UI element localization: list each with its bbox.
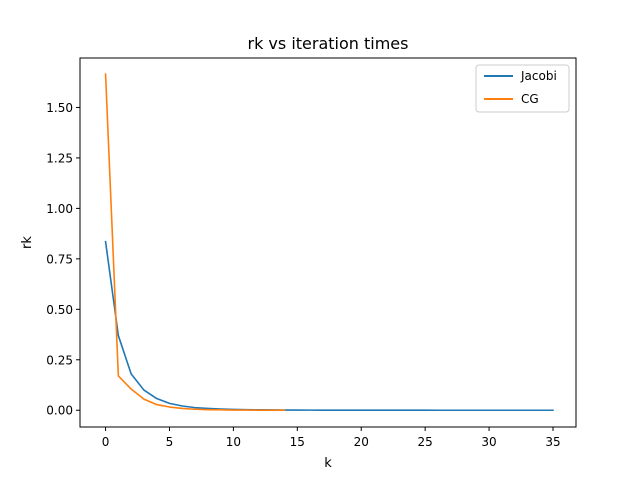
x-tick-label: 0 [102, 435, 110, 449]
x-tick-label: 25 [418, 435, 433, 449]
x-tick-label: 15 [290, 435, 305, 449]
y-tick-label: 0.00 [46, 404, 73, 418]
y-axis-ticks: 0.00 0.25 0.50 0.75 1.00 1.25 1.50 [46, 101, 80, 418]
series-layer [104, 73, 554, 412]
chart-title: rk vs iteration times [248, 34, 409, 53]
y-tick-label: 1.25 [46, 151, 73, 165]
x-axis-label: k [324, 456, 332, 471]
legend: Jacobi CG [475, 64, 570, 113]
series-line-cg [104, 73, 286, 412]
y-axis-label: rk [20, 236, 35, 249]
y-tick-label: 0.50 [46, 303, 73, 317]
legend-label-jacobi: Jacobi [520, 69, 557, 83]
x-tick-label: 10 [226, 435, 241, 449]
plot-area-frame [79, 57, 577, 428]
x-tick-label: 30 [481, 435, 496, 449]
legend-label-cg: CG [521, 92, 539, 106]
y-tick-label: 0.25 [46, 353, 73, 367]
y-tick-label: 1.50 [46, 101, 73, 115]
y-tick-label: 1.00 [46, 202, 73, 216]
x-tick-label: 35 [545, 435, 560, 449]
y-tick-label: 0.75 [46, 252, 73, 266]
x-tick-label: 5 [166, 435, 174, 449]
x-axis-ticks: 0 5 10 15 20 25 30 35 [102, 427, 561, 449]
series-line-jacobi [104, 240, 554, 412]
x-tick-label: 20 [354, 435, 369, 449]
